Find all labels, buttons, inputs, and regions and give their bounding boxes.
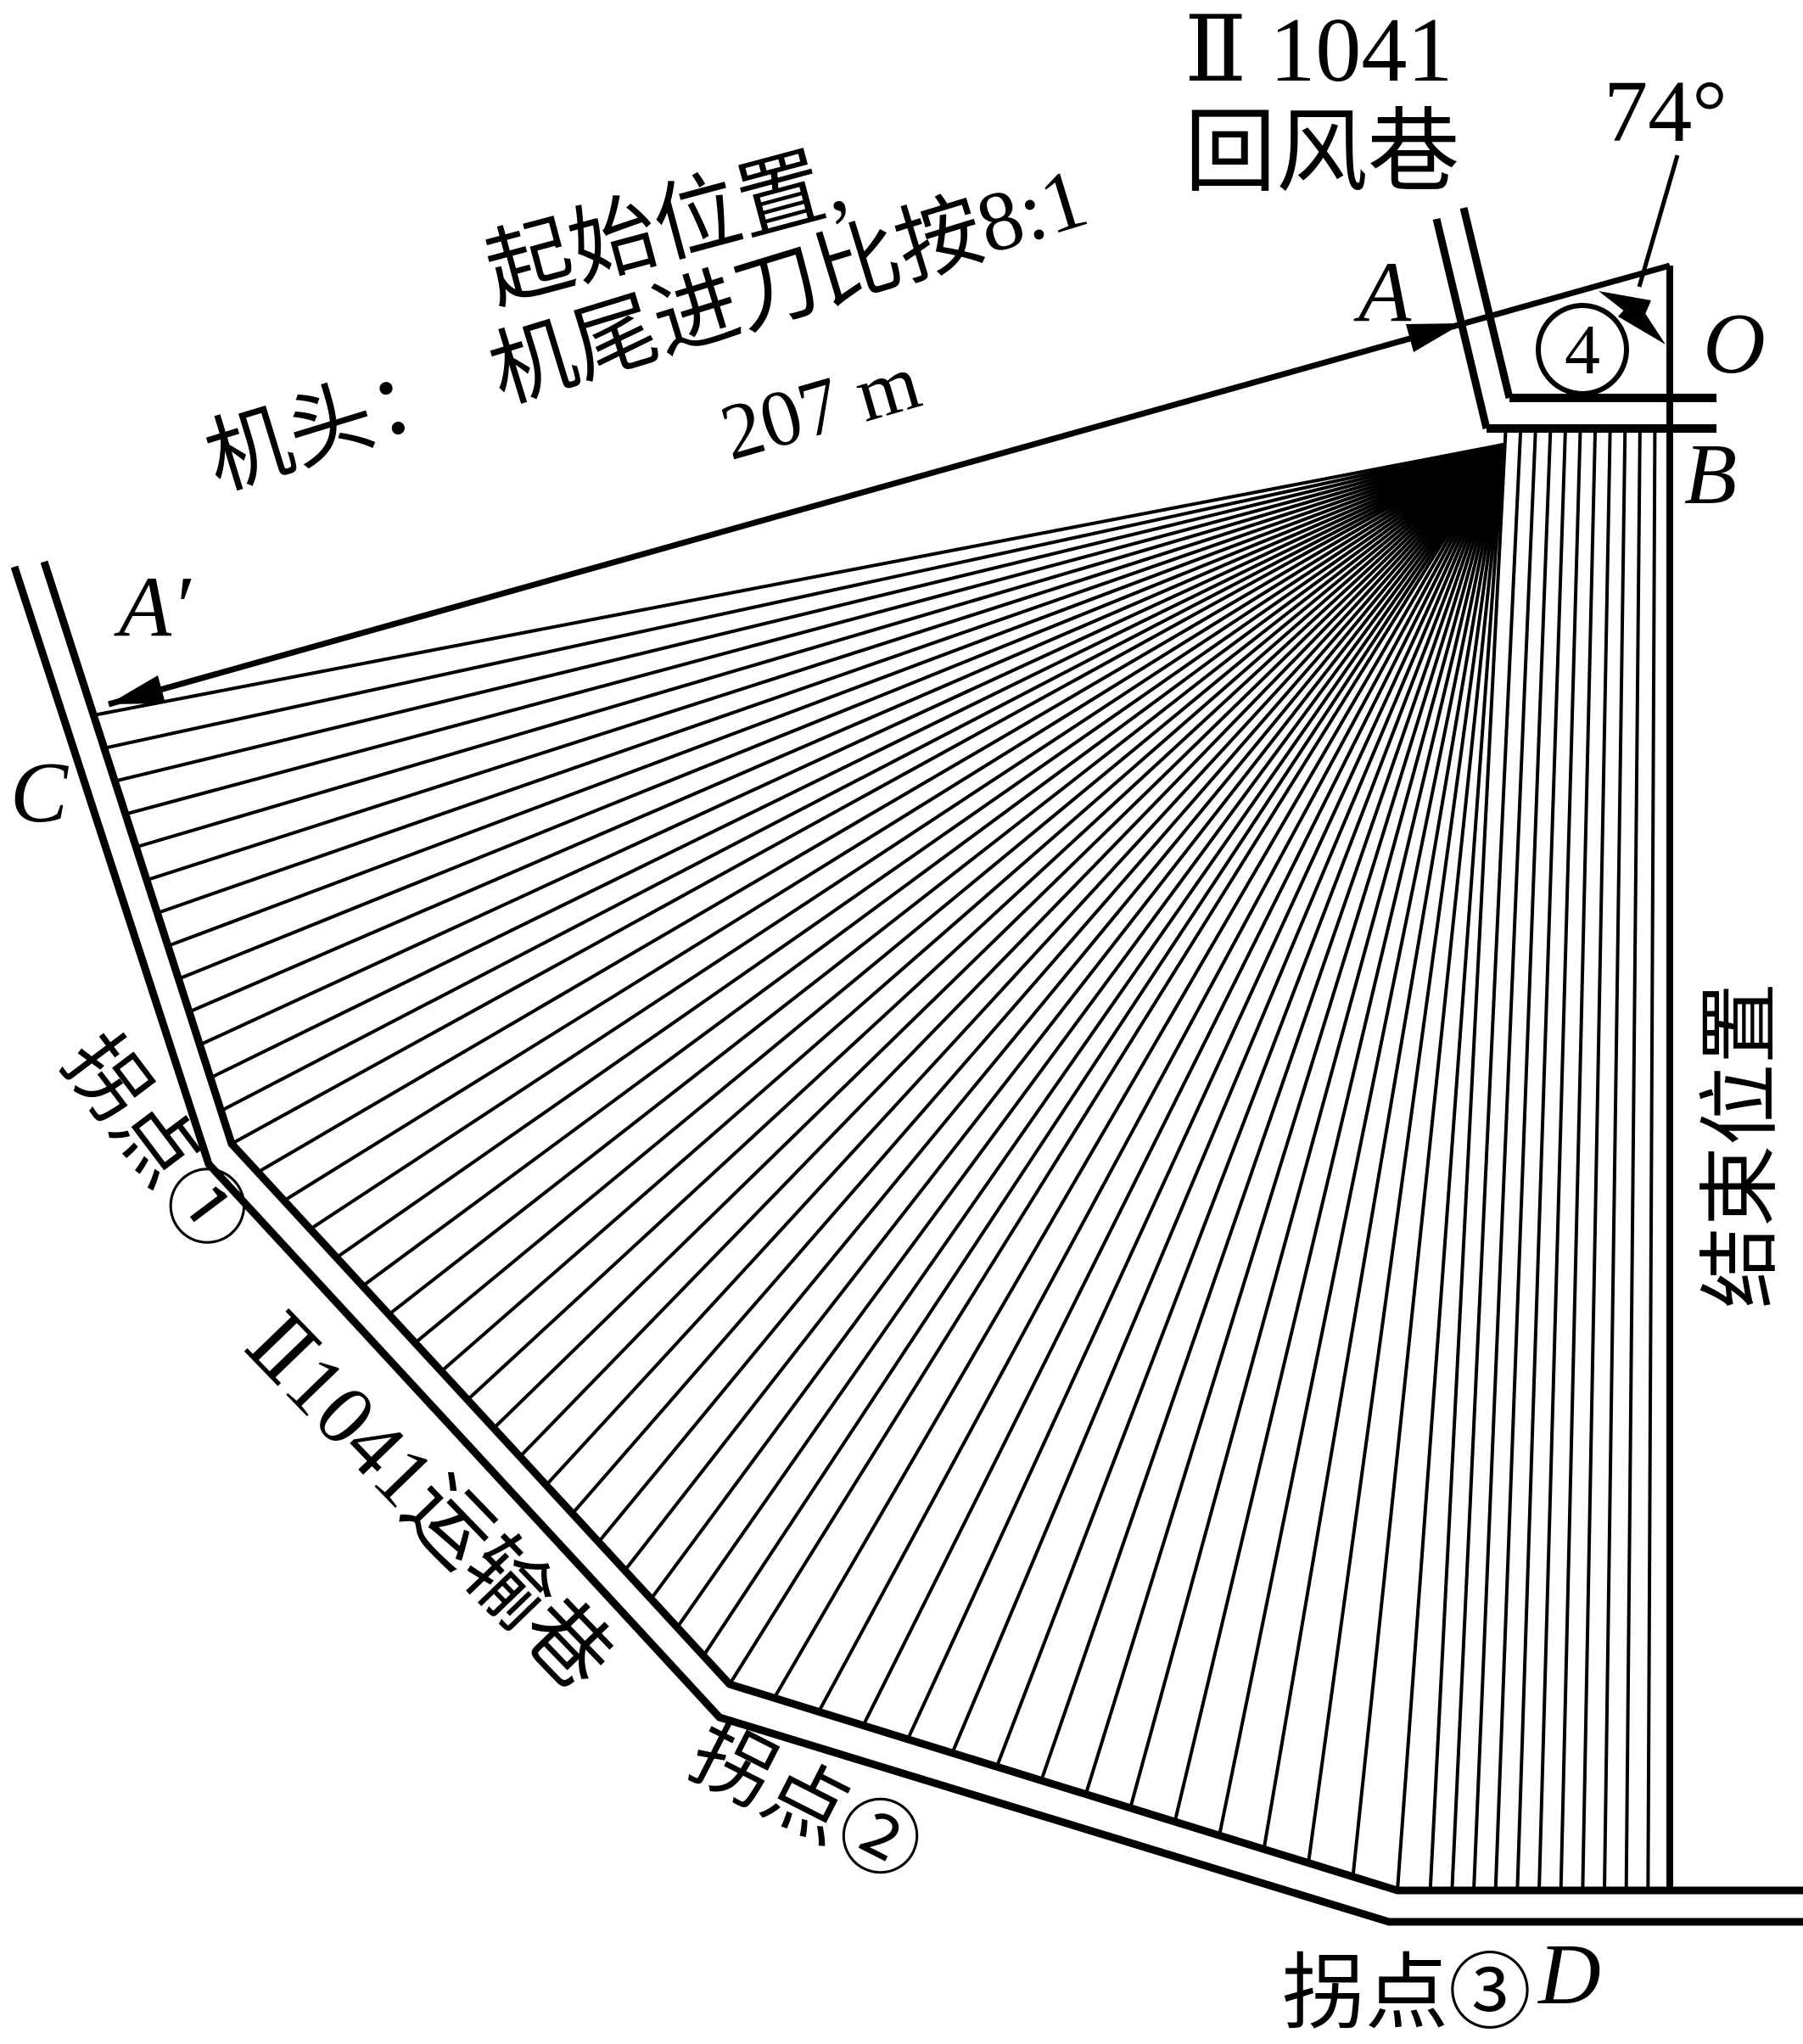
face-position-line (571, 443, 1505, 1515)
face-position-line (545, 443, 1505, 1487)
face-position-line (1218, 444, 1505, 1836)
face-position-line (1307, 444, 1505, 1863)
return-airway-right-wall (1459, 206, 1514, 400)
face-position-line (104, 443, 1504, 750)
return-airway-label-line2: 回风巷 (1184, 102, 1460, 204)
face-position-line (361, 443, 1505, 1288)
angle-arrowhead-to-end-line (1618, 298, 1666, 344)
face-position-line (623, 443, 1505, 1572)
face-position-line (220, 443, 1504, 1112)
face-position-line (114, 443, 1504, 783)
end-position-label: 结束位置 (1695, 983, 1786, 1308)
face-position-fan-lines (92, 429, 1657, 1891)
face-position-line (466, 443, 1505, 1402)
face-position-line (1624, 429, 1642, 1891)
face-position-line (1515, 429, 1567, 1891)
face-position-line (167, 443, 1504, 948)
face-position-line (156, 443, 1504, 915)
face-position-line (1472, 429, 1537, 1891)
point-o-label: O (1703, 296, 1766, 392)
face-position-line (702, 443, 1505, 1657)
face-position-line (1262, 444, 1505, 1850)
point-d-label: D (1538, 1927, 1601, 2023)
stage-4-badge: 4 (1536, 303, 1629, 396)
return-airway-label: Ⅱ 1041 回风巷 (1184, 0, 1459, 205)
dimension-line-207m (108, 262, 1671, 708)
face-position-line (413, 443, 1505, 1345)
face-position-line (1493, 429, 1553, 1891)
face-position-line (256, 443, 1505, 1174)
face-position-line (1450, 429, 1523, 1891)
face-position-line (1428, 429, 1508, 1891)
face-position-line (950, 444, 1505, 1754)
face-position-line (1559, 429, 1598, 1891)
stage-4-number: 4 (1565, 310, 1600, 389)
face-position-line (817, 444, 1505, 1713)
face-position-line (675, 443, 1505, 1629)
angle-leader-line (1637, 154, 1680, 288)
face-position-line (772, 443, 1505, 1700)
face-position-line (231, 443, 1504, 1145)
transport-roadway-outer-wall (10, 565, 1803, 1926)
point-a-prime-label: A′ (118, 559, 191, 655)
turn-point-3-label: 拐点③ (1281, 1948, 1532, 2040)
face-position-line (1603, 429, 1627, 1891)
point-a-label: A (1358, 244, 1412, 340)
face-position-line (125, 443, 1504, 816)
face-position-line (518, 443, 1505, 1459)
face-position-line (994, 444, 1505, 1767)
face-position-line (492, 443, 1505, 1430)
face-position-line (188, 443, 1504, 1014)
face-position-line (146, 443, 1504, 882)
face-position-line (92, 443, 1504, 717)
face-position-line (283, 443, 1505, 1202)
face-position-line (335, 443, 1505, 1259)
face-position-line (1173, 444, 1505, 1823)
transport-roadway-inner-wall (40, 560, 1803, 1895)
point-b-label: B (1683, 427, 1738, 523)
angle-label: 74° (1604, 63, 1727, 160)
face-position-line (135, 443, 1504, 849)
face-position-line (596, 443, 1505, 1543)
face-position-line (309, 443, 1505, 1231)
face-position-line (210, 443, 1504, 1080)
face-position-line (861, 444, 1505, 1727)
face-position-line (1039, 444, 1505, 1782)
return-airway-label-line1: Ⅱ 1041 (1184, 0, 1453, 101)
face-position-line (906, 444, 1505, 1740)
face-position-line (177, 443, 1504, 981)
point-c-label: C (9, 745, 69, 841)
face-position-line (1128, 444, 1505, 1809)
face-position-line (199, 443, 1504, 1047)
face-position-line (1581, 429, 1612, 1891)
face-position-line (1083, 444, 1505, 1795)
dimension-arrowhead-a (1406, 323, 1463, 352)
dimension-arrowhead-a-prime (109, 675, 165, 704)
face-position-line (728, 443, 1505, 1686)
face-position-line (440, 443, 1505, 1373)
face-position-line (1396, 444, 1505, 1891)
face-position-line (1646, 429, 1657, 1891)
face-position-line (1351, 444, 1505, 1878)
face-position-line (388, 443, 1505, 1316)
face-position-line (1537, 429, 1582, 1891)
face-position-line (649, 443, 1505, 1600)
